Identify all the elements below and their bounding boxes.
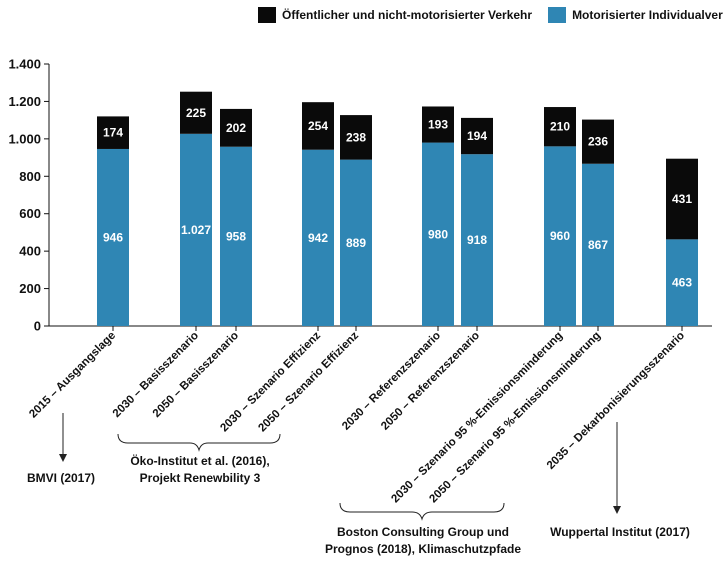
source-bmvi: BMVI (2017) xyxy=(6,470,116,487)
bar-private-3 xyxy=(302,149,334,326)
bar-public-4 xyxy=(340,115,372,160)
bar-private-6 xyxy=(461,154,493,326)
y-tick-label-800: 800 xyxy=(19,169,41,184)
legend-item-private: Motorisierter Individualverkehr xyxy=(548,7,723,23)
value-label-private-9: 463 xyxy=(672,276,692,290)
value-label-private-1: 1.027 xyxy=(181,223,211,237)
source-oeko-line2: Projekt Renewbility 3 xyxy=(139,471,261,485)
value-label-private-4: 889 xyxy=(346,236,366,250)
value-label-public-8: 236 xyxy=(588,135,608,149)
bar-private-2 xyxy=(220,146,252,326)
bar-private-4 xyxy=(340,159,372,326)
source-bcg-brace xyxy=(339,502,505,521)
bar-private-7 xyxy=(544,146,576,326)
value-label-public-5: 193 xyxy=(428,118,448,132)
category-label-9: 2035 – Dekarbonisierungsszenario xyxy=(545,330,687,472)
source-oeko: Öko-Institut et al. (2016), Projekt Rene… xyxy=(110,453,290,487)
value-label-private-7: 960 xyxy=(550,229,570,243)
y-tick-label-1400: 1.400 xyxy=(8,57,41,72)
source-wuppertal-text: Wuppertal Institut (2017) xyxy=(550,525,690,539)
legend: Öffentlicher und nicht-motorisierter Ver… xyxy=(258,6,723,24)
source-wuppertal-arrowhead xyxy=(613,506,621,514)
value-label-public-7: 210 xyxy=(550,120,570,134)
bar-private-5 xyxy=(422,142,454,326)
value-label-private-3: 942 xyxy=(308,231,328,245)
source-bcg: Boston Consulting Group und Prognos (201… xyxy=(318,524,528,558)
legend-label-public: Öffentlicher und nicht-motorisierter Ver… xyxy=(282,8,533,22)
value-label-public-6: 194 xyxy=(467,129,487,143)
bar-private-0 xyxy=(97,148,129,326)
value-label-private-0: 946 xyxy=(103,230,123,244)
value-label-public-1: 225 xyxy=(186,106,206,120)
y-tick-label-0: 0 xyxy=(34,319,41,334)
y-tick-label-1200: 1.200 xyxy=(8,94,41,109)
y-tick-label-1000: 1.000 xyxy=(8,131,41,146)
source-oeko-line1: Öko-Institut et al. (2016), xyxy=(130,454,270,468)
bar-private-9 xyxy=(666,239,698,326)
source-bcg-line1: Boston Consulting Group und xyxy=(337,525,509,539)
bar-public-0 xyxy=(97,116,129,149)
value-label-public-0: 174 xyxy=(103,126,123,140)
source-oeko-brace xyxy=(117,433,281,452)
bar-public-1 xyxy=(180,91,212,134)
legend-label-private: Motorisierter Individualverkehr xyxy=(572,8,723,22)
bar-public-6 xyxy=(461,117,493,155)
bar-public-5 xyxy=(422,106,454,143)
source-bcg-line2: Prognos (2018), Klimaschutzpfade xyxy=(324,542,522,556)
category-label-0: 2015 – Ausgangslage xyxy=(27,330,118,421)
value-label-private-5: 980 xyxy=(428,227,448,241)
legend-swatch-private xyxy=(548,7,567,23)
y-tick-label-400: 400 xyxy=(19,244,41,259)
value-label-public-9: 431 xyxy=(672,192,692,206)
source-wuppertal: Wuppertal Institut (2017) xyxy=(540,524,700,541)
bar-private-8 xyxy=(582,163,614,326)
value-label-private-6: 918 xyxy=(467,233,487,247)
value-label-public-4: 238 xyxy=(346,130,366,144)
bar-public-7 xyxy=(544,107,576,147)
bar-public-2 xyxy=(220,108,252,147)
value-label-private-8: 867 xyxy=(588,238,608,252)
y-tick-label-600: 600 xyxy=(19,206,41,221)
source-bmvi-arrowhead xyxy=(59,454,67,462)
bar-private-1 xyxy=(180,133,212,326)
source-bmvi-text: BMVI (2017) xyxy=(26,471,96,485)
value-label-private-2: 958 xyxy=(226,229,246,243)
bar-public-3 xyxy=(302,102,334,150)
legend-swatch-public xyxy=(258,7,276,23)
legend-item-public: Öffentlicher und nicht-motorisierter Ver… xyxy=(258,7,532,23)
value-label-public-2: 202 xyxy=(226,121,246,135)
value-label-public-3: 254 xyxy=(308,119,328,133)
bar-public-9 xyxy=(666,158,698,240)
y-tick-label-200: 200 xyxy=(19,281,41,296)
bar-public-8 xyxy=(582,119,614,164)
